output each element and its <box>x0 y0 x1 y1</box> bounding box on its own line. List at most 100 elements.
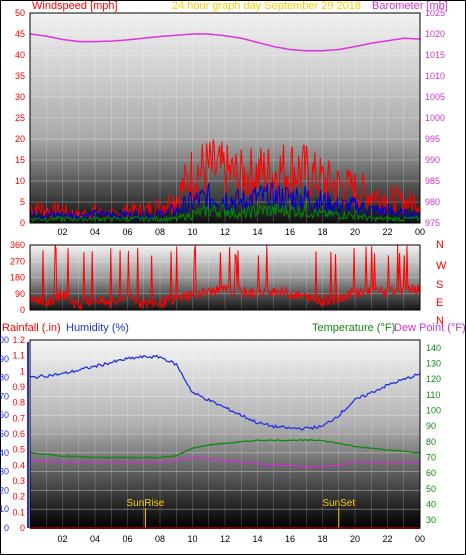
baro-y-tick: 985 <box>425 176 440 186</box>
rain-y-tick: 1.2 <box>12 335 25 345</box>
wind-y-tick: 0 <box>20 218 25 228</box>
wind-y-tick: 30 <box>15 92 25 102</box>
humidity-y-tick: 60 <box>0 410 9 420</box>
wind-y-tick: 20 <box>15 134 25 144</box>
baro-y-tick: 995 <box>425 134 440 144</box>
direction-y-tick: 0 <box>20 305 25 315</box>
sun-event-label: SunSet <box>322 498 355 509</box>
x-tick-hour: 00 <box>415 227 425 237</box>
x-tick-hour: 16 <box>285 534 295 544</box>
wind-y-tick: 40 <box>15 50 25 60</box>
temperature-axis-label: Temperature (°F) <box>312 322 395 334</box>
humidity-y-tick: 90 <box>0 354 9 364</box>
wind-y-tick: 5 <box>20 197 25 207</box>
x-tick-hour: 12 <box>220 227 230 237</box>
direction-y-tick: 270 <box>10 256 25 266</box>
baro-y-tick: 1025 <box>425 8 445 18</box>
windspeed-axis-label: Windspeed [mph] <box>32 0 118 12</box>
x-tick-hour: 04 <box>90 534 100 544</box>
humidity-y-tick: 40 <box>0 448 9 458</box>
x-tick-hour: 18 <box>317 534 327 544</box>
x-tick-hour: 02 <box>57 227 67 237</box>
x-tick-hour: 02 <box>57 534 67 544</box>
humidity-y-tick: 0 <box>4 523 9 533</box>
rain-y-tick: 0.2 <box>12 492 25 502</box>
temp-y-tick: 100 <box>426 406 441 416</box>
rain-y-tick: 0 <box>20 523 25 533</box>
rain-y-tick: 1.1 <box>12 351 25 361</box>
compass-label: S <box>436 279 443 291</box>
baro-y-tick: 1015 <box>425 50 445 60</box>
x-tick-hour: 16 <box>285 227 295 237</box>
x-tick-hour: 06 <box>122 227 132 237</box>
temp-y-tick: 40 <box>426 500 436 510</box>
rain-y-tick: 0.3 <box>12 476 25 486</box>
wind-y-tick: 25 <box>15 113 25 123</box>
rain-y-tick: 0.1 <box>12 507 25 517</box>
x-tick-hour: 14 <box>252 227 262 237</box>
humidity-y-tick: 100 <box>0 335 9 345</box>
baro-y-tick: 1005 <box>425 92 445 102</box>
x-tick-hour: 00 <box>415 534 425 544</box>
x-tick-hour: 10 <box>187 227 197 237</box>
series-barometer <box>29 33 421 52</box>
temp-y-tick: 140 <box>426 343 441 353</box>
x-tick-hour: 04 <box>90 227 100 237</box>
direction-y-tick: 90 <box>15 289 25 299</box>
wind-y-tick: 10 <box>15 176 25 186</box>
direction-y-tick: 180 <box>10 273 25 283</box>
compass-label: N <box>436 315 444 327</box>
humidity-y-tick: 70 <box>0 391 9 401</box>
series-gust <box>29 182 421 222</box>
temp-y-tick: 120 <box>426 374 441 384</box>
baro-y-tick: 1000 <box>425 113 445 123</box>
temp-y-tick: 50 <box>426 484 436 494</box>
x-tick-hour: 08 <box>155 227 165 237</box>
x-tick-hour: 22 <box>382 227 392 237</box>
x-tick-hour: 20 <box>350 227 360 237</box>
wind-y-tick: 50 <box>15 8 25 18</box>
sun-event-label: SunRise <box>126 498 164 509</box>
wind-y-tick: 35 <box>15 71 25 81</box>
humidity-y-tick: 80 <box>0 373 9 383</box>
x-tick-hour: 18 <box>317 227 327 237</box>
baro-y-tick: 980 <box>425 197 440 207</box>
x-tick-hour: 20 <box>350 534 360 544</box>
series-windspeed <box>29 139 421 219</box>
x-tick-hour: 08 <box>155 534 165 544</box>
baro-y-tick: 1020 <box>425 29 445 39</box>
rain-y-tick: 0.7 <box>12 413 25 423</box>
rain-y-tick: 0.8 <box>12 398 25 408</box>
series-temperature <box>30 439 421 459</box>
rain-y-tick: 0.4 <box>12 460 25 470</box>
dewpoint-axis-label: Dew Point (°F) <box>394 322 466 334</box>
series-wind <box>29 202 421 224</box>
temp-y-tick: 30 <box>426 515 436 525</box>
temp-y-tick: 90 <box>426 421 436 431</box>
humidity-y-tick: 30 <box>0 467 9 477</box>
rainfall-axis-label: Rainfall (.in) <box>2 322 61 334</box>
graph1-title: 24 hour graph day September 29 2018 <box>172 0 361 12</box>
x-tick-hour: 06 <box>122 534 132 544</box>
baro-y-tick: 975 <box>425 218 440 228</box>
temp-y-tick: 80 <box>426 437 436 447</box>
temp-y-tick: 60 <box>426 468 436 478</box>
humidity-y-tick: 50 <box>0 429 9 439</box>
barometer-axis-label: Barometer [mb] <box>372 0 448 12</box>
temp-y-tick: 110 <box>426 390 440 400</box>
series-dew-point <box>29 456 420 468</box>
rain-y-tick: 1 <box>20 366 25 376</box>
humidity-y-tick: 20 <box>0 485 9 495</box>
compass-label: W <box>436 260 447 272</box>
rain-y-tick: 0.6 <box>12 429 25 439</box>
rain-y-tick: 0.5 <box>12 445 25 455</box>
x-tick-hour: 12 <box>220 534 230 544</box>
series-humidity <box>30 354 421 431</box>
rain-y-tick: 0.9 <box>12 382 25 392</box>
wind-y-tick: 45 <box>15 29 25 39</box>
x-tick-hour: 14 <box>252 534 262 544</box>
baro-y-tick: 990 <box>425 155 440 165</box>
compass-label: E <box>436 297 443 309</box>
